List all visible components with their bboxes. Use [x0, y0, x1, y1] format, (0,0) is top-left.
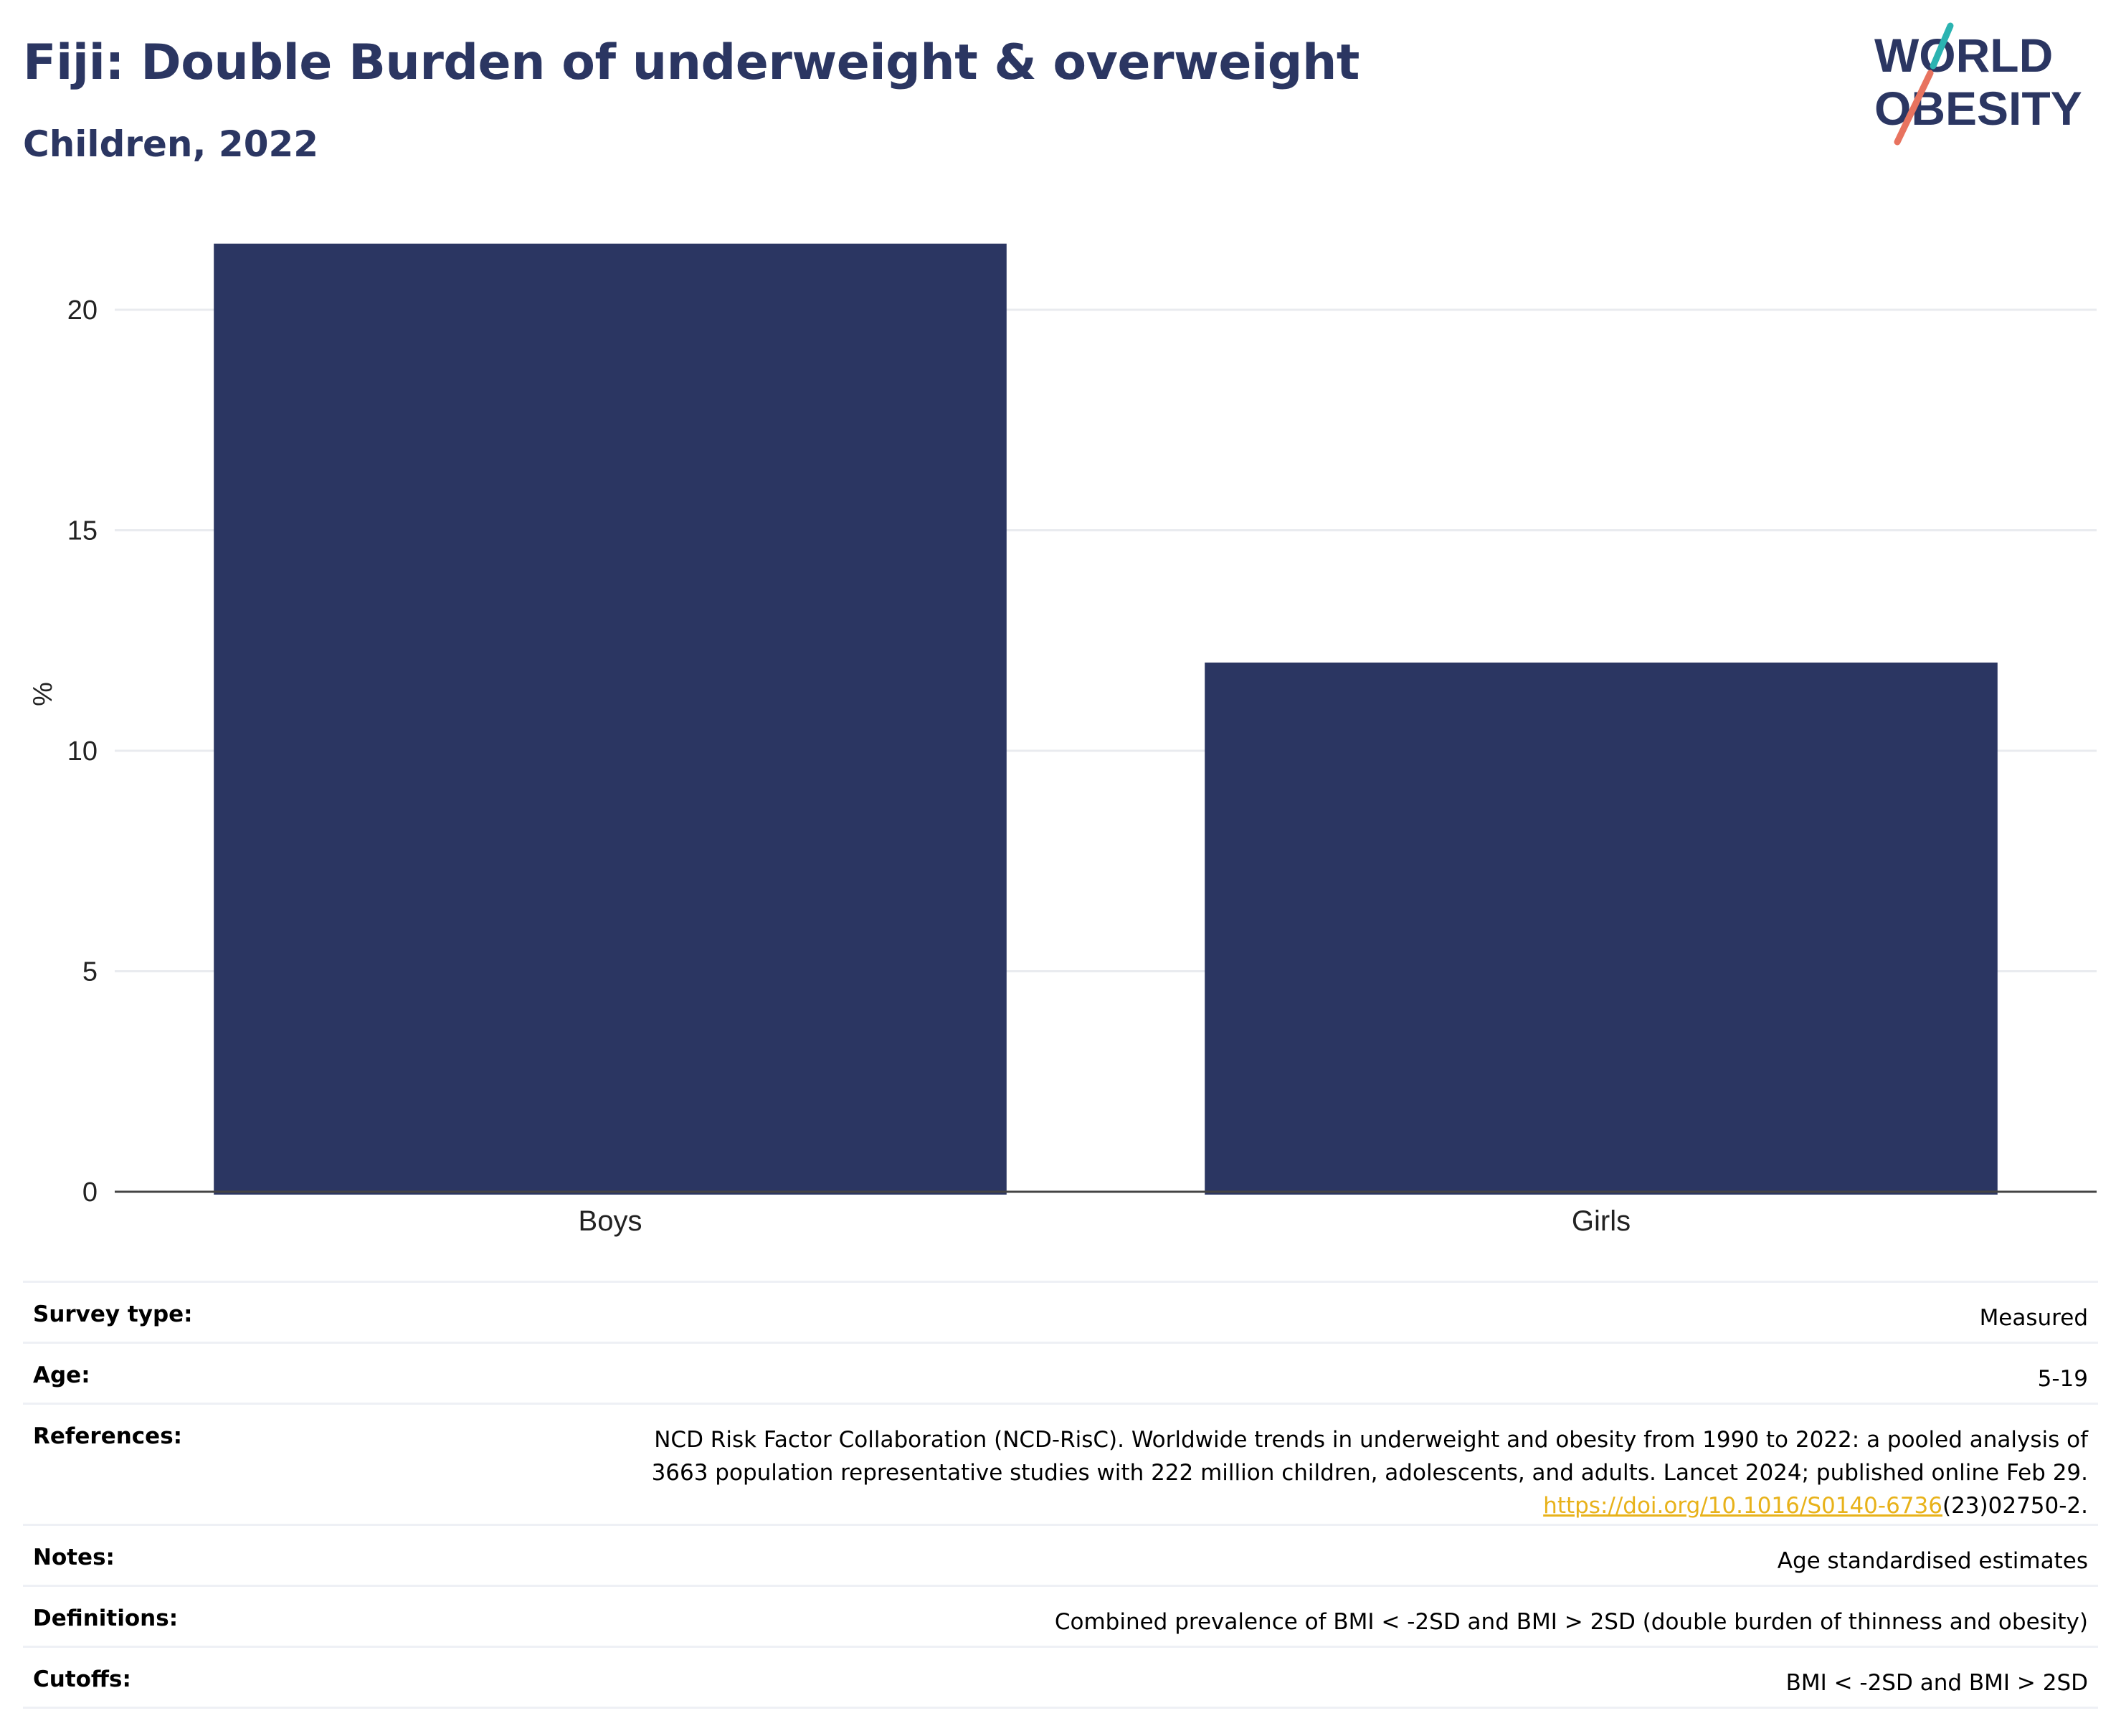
info-row-definitions: Definitions: Combined prevalence of BMI …: [23, 1585, 2098, 1647]
bar-boys: [214, 243, 1007, 1195]
chart-subtitle: Children, 2022: [23, 123, 319, 165]
logo-slash-coral: [1894, 70, 1934, 146]
y-tick-label: 5: [82, 957, 98, 987]
info-label: Notes:: [23, 1524, 402, 1586]
info-table: Survey type: Measured Age: 5-19 Referenc…: [23, 1281, 2098, 1709]
info-value: Combined prevalence of BMI < -2SD and BM…: [402, 1585, 2098, 1647]
x-tick-label: Boys: [579, 1205, 642, 1237]
info-row-age: Age: 5-19: [23, 1342, 2098, 1404]
y-tick-labels: 0 5 10 15 20: [67, 295, 98, 1208]
info-label: Age:: [23, 1342, 402, 1404]
references-text: NCD Risk Factor Collaboration (NCD-RisC)…: [402, 1403, 2098, 1525]
reference-line-3: https://doi.org/10.1016/S0140-6736(23)02…: [412, 1489, 2088, 1522]
logo-slash-teal: [1930, 22, 1954, 70]
logo-word-world: WORLD: [1874, 29, 2053, 82]
bar-chart: 0 5 10 15 20 Boys Girls %: [28, 243, 2097, 1237]
bars: [214, 243, 1998, 1195]
y-tick-label: 0: [82, 1177, 98, 1208]
info-row-notes: Notes: Age standardised estimates: [23, 1524, 2098, 1586]
info-label: References:: [23, 1403, 402, 1525]
world-obesity-logo: WORLD OBESITY: [1874, 22, 2082, 146]
info-label: Cutoffs:: [23, 1646, 402, 1709]
info-label: Survey type:: [23, 1281, 402, 1343]
y-axis-label: %: [28, 682, 58, 706]
x-tick-label: Girls: [1572, 1205, 1631, 1237]
info-row-references: References: NCD Risk Factor Collaboratio…: [23, 1403, 2098, 1525]
info-value: BMI < -2SD and BMI > 2SD: [402, 1646, 2098, 1709]
reference-line-2: 3663 population representative studies w…: [651, 1460, 2088, 1486]
info-row-cutoffs: Cutoffs: BMI < -2SD and BMI > 2SD: [23, 1646, 2098, 1709]
info-value: Measured: [402, 1281, 2098, 1343]
y-tick-label: 15: [67, 516, 98, 546]
reference-line-1: NCD Risk Factor Collaboration (NCD-RisC)…: [654, 1427, 2088, 1453]
bar-girls: [1205, 663, 1998, 1195]
doi-suffix: (23)02750-2.: [1942, 1493, 2088, 1519]
info-label: Definitions:: [23, 1585, 402, 1647]
info-row-survey-type: Survey type: Measured: [23, 1281, 2098, 1343]
info-value: Age standardised estimates: [402, 1524, 2098, 1586]
y-tick-label: 10: [67, 736, 98, 767]
doi-link[interactable]: https://doi.org/10.1016/S0140-6736: [1543, 1493, 1942, 1519]
chart-title: Fiji: Double Burden of underweight & ove…: [23, 34, 1360, 91]
info-value: 5-19: [402, 1342, 2098, 1404]
logo-word-obesity: OBESITY: [1874, 82, 2082, 135]
y-tick-label: 20: [67, 295, 98, 326]
x-tick-labels: Boys Girls: [579, 1205, 1631, 1237]
